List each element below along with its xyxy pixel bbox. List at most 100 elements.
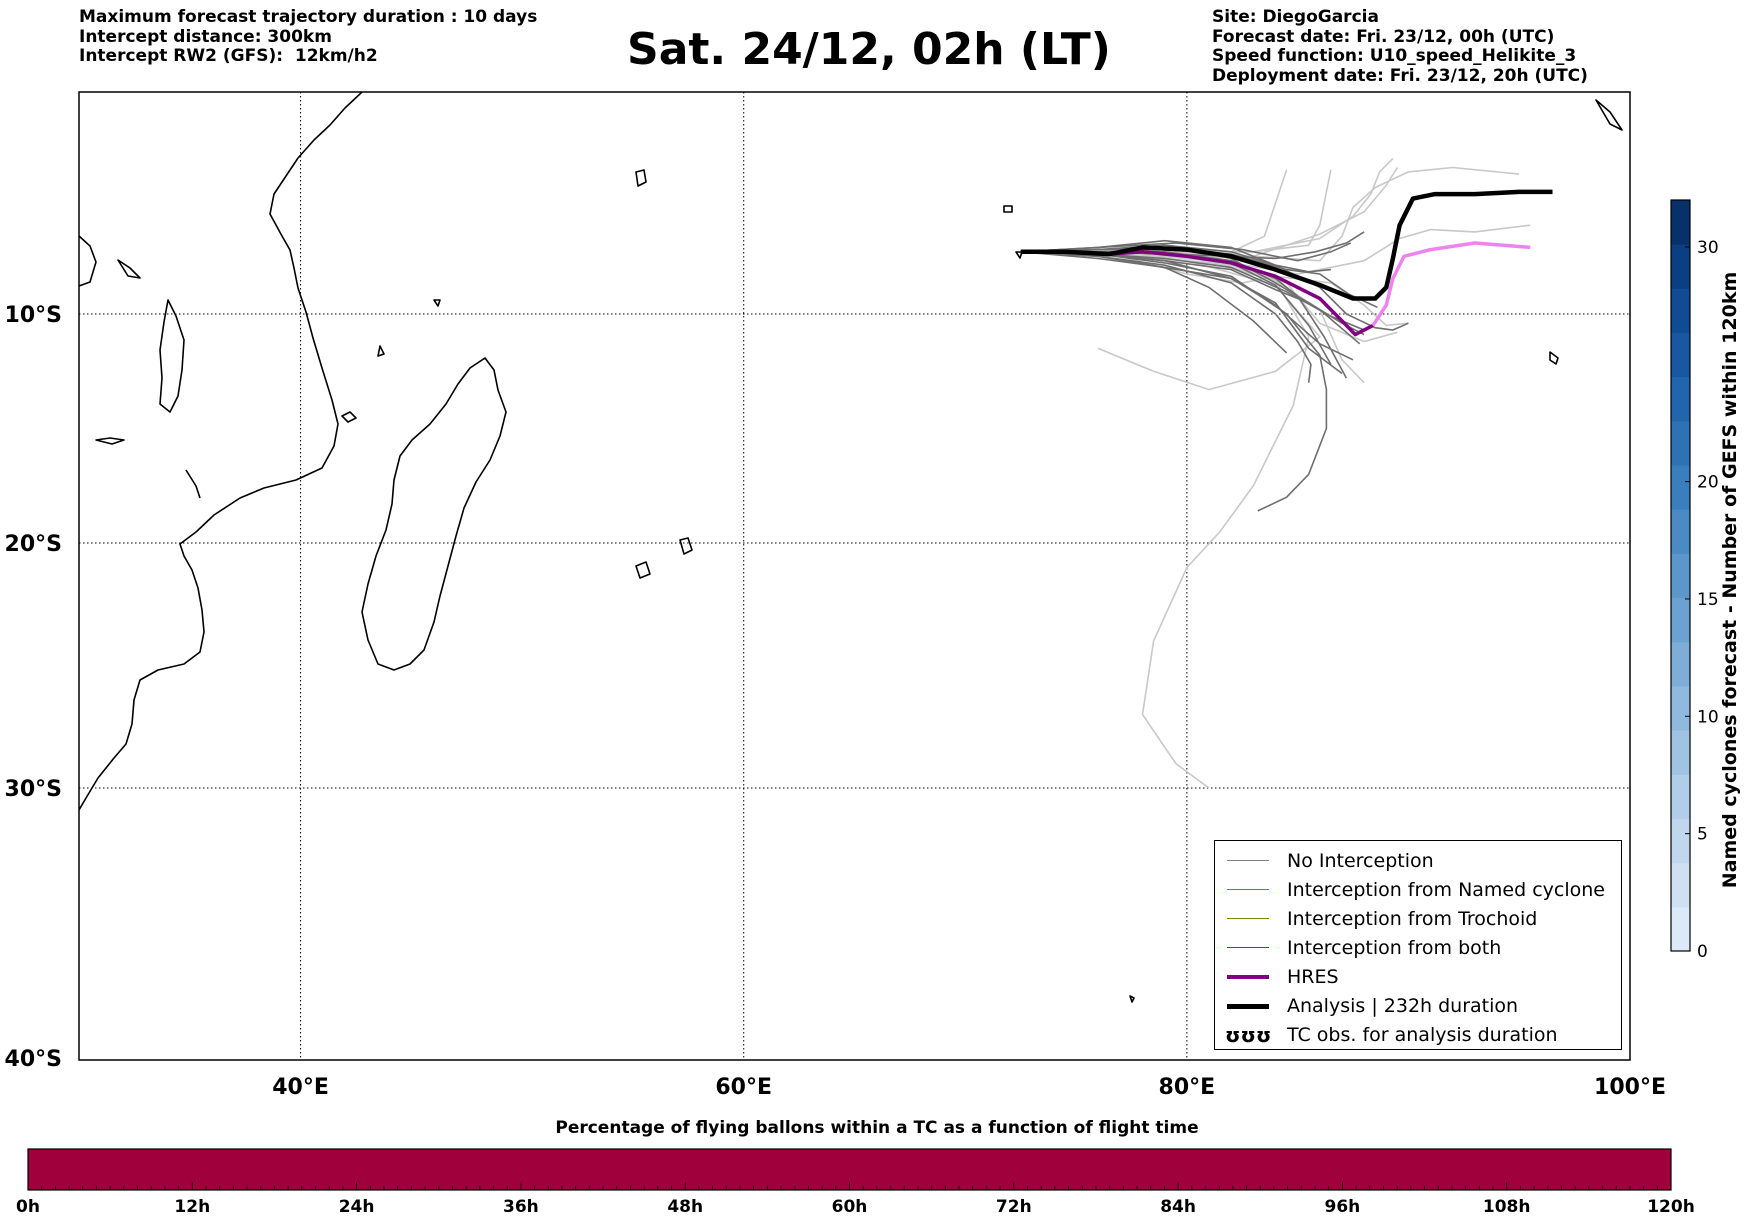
bottom-bar-tick-label: 120h [1647, 1197, 1695, 1217]
colorbar-tick-label: 0 [1697, 942, 1708, 962]
bottom-bar-tick-label: 24h [339, 1197, 375, 1217]
colorbar-segment [1671, 597, 1690, 643]
colorbar-segment [1671, 862, 1690, 908]
legend-swatch [1225, 849, 1269, 873]
ensemble-trajectory-light [1020, 158, 1394, 253]
comoros-island [341, 411, 357, 423]
bottom-percentage-bar: 0h 12h 24h 36h 48h 60h 72h 84h 96h 108h 120h [16, 1148, 1695, 1217]
colorbar-segment [1671, 332, 1690, 378]
legend-item: HRES [1225, 965, 1339, 989]
colorbar-segment [1671, 730, 1690, 775]
legend-label: TC obs. for analysis duration [1287, 1024, 1558, 1046]
legend-item: ʊʊʊ TC obs. for analysis duration [1225, 1023, 1558, 1047]
colorbar-tick-label: 30 [1697, 238, 1719, 258]
colorbar-segment [1671, 641, 1690, 687]
colorbar-segment [1671, 818, 1690, 864]
legend-swatch [1225, 936, 1269, 960]
lon-tick-label: 40°E [272, 1075, 329, 1100]
island-small [377, 345, 385, 357]
lon-tick-label: 80°E [1159, 1075, 1216, 1100]
colorbar-segment [1671, 376, 1690, 422]
lat-tick-label: 20°S [5, 532, 62, 557]
ensemble-trajectory [1020, 251, 1312, 383]
ensemble-trajectory-light [1020, 169, 1288, 253]
legend-label: Interception from Named cyclone [1287, 879, 1605, 901]
colorbar-segment [1671, 685, 1690, 731]
header-left-line: Intercept distance: 300km [79, 26, 332, 47]
bottom-bar-tick-label: 84h [1160, 1197, 1196, 1217]
axis-tick-labels: 40°E 60°E 80°E 100°E 10°S 20°S 30°S 40°S [5, 303, 1666, 1100]
coastlines [79, 92, 1623, 1003]
lat-tick-label: 30°S [5, 777, 62, 802]
trajectories [1020, 158, 1553, 789]
bottom-bar-tick-label: 36h [503, 1197, 539, 1217]
bottom-bar-tick-label: 108h [1483, 1197, 1531, 1217]
ensemble-trajectory-light [1020, 169, 1332, 253]
coast-fragment [117, 259, 141, 279]
legend-item: Analysis | 232h duration [1225, 994, 1518, 1018]
legend-swatch [1225, 878, 1269, 902]
colorbar-tick-label: 10 [1697, 707, 1719, 727]
lon-tick-label: 100°E [1594, 1075, 1666, 1100]
ensemble-trajectory [1020, 242, 1352, 262]
header-right-line: Deployment date: Fri. 23/12, 20h (UTC) [1212, 65, 1588, 86]
legend-label: No Interception [1287, 850, 1434, 872]
header-right: Site: DiegoGarcia Forecast date: Fri. 23… [1212, 7, 1588, 86]
colorbar-segment [1671, 774, 1690, 819]
bottom-bar-tick-label: 0h [16, 1197, 40, 1217]
island-small [1595, 99, 1623, 131]
colorbar-segment [1671, 244, 1690, 289]
header-right-line: Site: DiegoGarcia [1212, 7, 1379, 27]
bottom-bar-title: Percentage of flying ballons within a TC… [555, 1118, 1199, 1138]
colorbar-frame [1670, 199, 1691, 952]
colorbar-tick-label: 15 [1697, 590, 1719, 610]
colorbar-segment [1671, 288, 1690, 334]
legend-swatch [1225, 994, 1269, 1018]
bottom-bar-tick-label: 12h [174, 1197, 210, 1217]
analysis-trajectory [1020, 189, 1553, 301]
island-small [1003, 205, 1013, 213]
header-left-line: Intercept RW2 (GFS): 12km/h2 [79, 46, 378, 66]
map-frame [78, 91, 1631, 1061]
chart-title: Sat. 24/12, 02h (LT) [627, 24, 1111, 75]
mascarene-island [635, 561, 651, 579]
ensemble-trajectory [1020, 251, 1288, 354]
africa-coastline [79, 92, 363, 811]
colorbar-right: 0 5 10 15 20 30 [1670, 199, 1719, 962]
bottom-bar-tick-label: 48h [667, 1197, 703, 1217]
colorbar-tick-label: 5 [1697, 825, 1708, 845]
lat-tick-label: 10°S [5, 303, 62, 328]
island-small [1129, 995, 1135, 1003]
legend-item: Interception from Named cyclone [1225, 878, 1605, 902]
legend: No Interception Interception from Named c… [1214, 840, 1622, 1050]
island-small [1549, 351, 1559, 365]
legend-item: Interception from both [1225, 936, 1501, 960]
ensemble-trajectory [1020, 251, 1328, 512]
legend-label: Interception from Trochoid [1287, 908, 1538, 930]
madagascar-coastline [361, 357, 507, 671]
legend-label: Interception from both [1287, 937, 1502, 959]
bottom-bar-tick-label: 60h [832, 1197, 868, 1217]
mauritius-island [679, 537, 693, 555]
colorbar-segment [1671, 200, 1690, 245]
colorbar-right-label: Named cyclones forecast - Number of GEFS… [1719, 271, 1741, 889]
bottom-bar-tick-label: 96h [1325, 1197, 1361, 1217]
legend-item: Interception from Trochoid [1225, 907, 1537, 931]
header-right-line: Speed function: U10_speed_Helikite_3 [1212, 46, 1577, 66]
legend-label: HRES [1287, 966, 1339, 988]
header-left: Maximum forecast trajectory duration : 1… [79, 7, 537, 67]
colorbar-segment [1671, 906, 1690, 952]
colorbar-segment [1671, 465, 1690, 510]
lon-tick-label: 60°E [715, 1075, 772, 1100]
header-right-line: Forecast date: Fri. 23/12, 00h (UTC) [1212, 26, 1555, 47]
lake-fragment [159, 299, 185, 413]
legend-swatch [1225, 965, 1269, 989]
seychelles-island [635, 169, 647, 187]
coast-fragment [185, 469, 201, 499]
island-small [1015, 251, 1023, 259]
bottom-bar-tick-label: 72h [996, 1197, 1032, 1217]
island-small [433, 299, 441, 307]
somalia-coastline [79, 235, 97, 287]
ensemble-trajectory-light [1020, 251, 1321, 391]
